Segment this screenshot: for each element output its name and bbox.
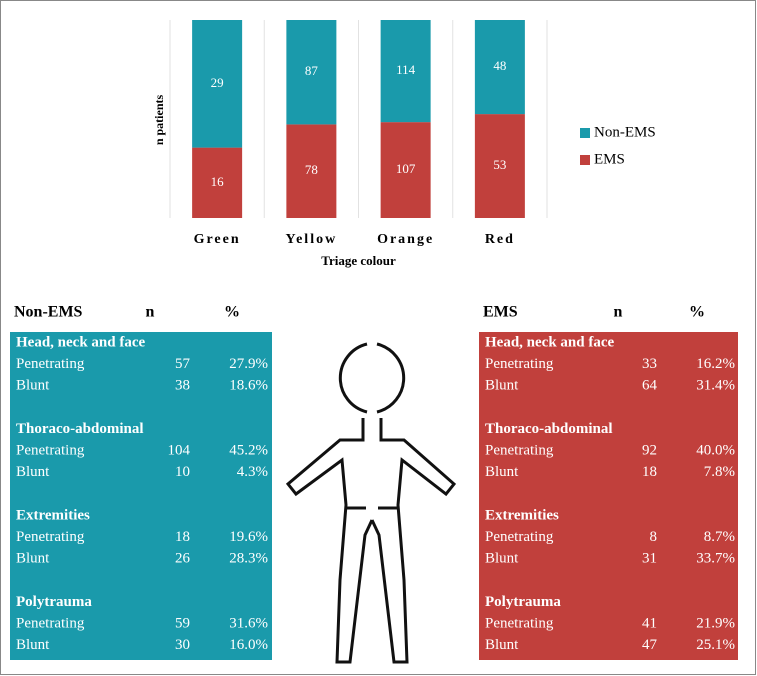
bar-segment — [380, 20, 431, 123]
table-block — [10, 332, 272, 660]
cell-pct: 40.0% — [696, 442, 735, 458]
bar-segment — [286, 124, 337, 218]
cell-pct: 25.1% — [696, 637, 735, 653]
group-header: Head, neck and face — [485, 334, 615, 350]
group-header: Thoraco-abdominal — [16, 421, 144, 437]
data-label: 53 — [493, 157, 506, 172]
row-label: Blunt — [485, 377, 519, 393]
cell-pct: 33.7% — [696, 550, 735, 566]
cell-n: 33 — [642, 356, 657, 372]
cell-n: 38 — [175, 377, 190, 393]
data-label: 29 — [211, 75, 224, 90]
table-title: EMS — [483, 304, 518, 321]
cell-n: 104 — [168, 442, 191, 458]
legend-swatch — [580, 128, 590, 138]
group-header: Extremities — [485, 507, 559, 523]
cell-n: 31 — [642, 550, 657, 566]
x-tick-label: Red — [485, 232, 515, 247]
head-left — [338, 342, 368, 414]
cell-n: 8 — [650, 529, 658, 545]
column-header: n — [146, 304, 155, 321]
cell-pct: 21.9% — [696, 615, 735, 631]
group-header: Polytrauma — [485, 594, 561, 610]
cell-pct: 16.0% — [229, 637, 268, 653]
cell-n: 59 — [175, 615, 190, 631]
cell-n: 30 — [175, 637, 190, 653]
row-label: Blunt — [16, 377, 50, 393]
head-right — [376, 342, 406, 414]
cell-pct: 8.7% — [704, 529, 735, 545]
cell-pct: 16.2% — [696, 356, 735, 372]
cell-n: 92 — [642, 442, 657, 458]
data-label: 107 — [396, 161, 416, 176]
row-label: Blunt — [485, 550, 519, 566]
x-tick-label: Green — [194, 232, 241, 247]
bar-segment — [192, 20, 243, 148]
cell-pct: 27.9% — [229, 356, 268, 372]
group-header: Head, neck and face — [16, 334, 146, 350]
cell-pct: 31.4% — [696, 377, 735, 393]
table-block — [479, 332, 738, 660]
x-tick-label: Yellow — [286, 232, 338, 247]
row-label: Penetrating — [16, 529, 85, 545]
row-label: Blunt — [16, 464, 50, 480]
cell-pct: 28.3% — [229, 550, 268, 566]
cell-pct: 7.8% — [704, 464, 735, 480]
column-header: n — [614, 304, 623, 321]
row-label: Penetrating — [485, 356, 554, 372]
cell-n: 47 — [642, 637, 658, 653]
group-header: Extremities — [16, 507, 90, 523]
data-label: 78 — [305, 162, 318, 177]
data-label: 87 — [305, 63, 319, 78]
cell-n: 64 — [642, 377, 658, 393]
x-axis-label: Triage colour — [321, 253, 396, 268]
column-header: % — [689, 304, 705, 321]
row-label: Penetrating — [485, 529, 554, 545]
cell-pct: 18.6% — [229, 377, 268, 393]
row-label: Penetrating — [485, 442, 554, 458]
data-label: 16 — [211, 174, 225, 189]
group-header: Polytrauma — [16, 594, 92, 610]
cell-n: 18 — [642, 464, 657, 480]
table-title: Non-EMS — [14, 304, 83, 321]
cell-n: 57 — [175, 356, 191, 372]
body-right — [370, 418, 457, 664]
cell-pct: 4.3% — [237, 464, 268, 480]
column-header: % — [224, 304, 240, 321]
row-label: Blunt — [16, 550, 50, 566]
group-header: Thoraco-abdominal — [485, 421, 613, 437]
cell-n: 18 — [175, 529, 190, 545]
bar-segment — [192, 147, 243, 218]
cell-pct: 45.2% — [229, 442, 268, 458]
legend-label: EMS — [594, 151, 625, 167]
legend-label: Non-EMS — [594, 124, 656, 140]
bar-segment — [380, 122, 431, 218]
bar-segment — [474, 114, 525, 218]
cell-n: 10 — [175, 464, 190, 480]
cell-pct: 19.6% — [229, 529, 268, 545]
cell-n: 41 — [642, 615, 657, 631]
y-axis-label: n patients — [152, 94, 166, 145]
row-label: Penetrating — [16, 615, 85, 631]
row-label: Blunt — [485, 464, 519, 480]
row-label: Penetrating — [485, 615, 554, 631]
bar-segment — [474, 20, 525, 115]
row-label: Penetrating — [16, 442, 85, 458]
data-label: 114 — [396, 62, 416, 77]
bar-segment — [286, 20, 337, 125]
cell-pct: 31.6% — [229, 615, 268, 631]
data-label: 48 — [493, 58, 506, 73]
legend-swatch — [580, 155, 590, 165]
row-label: Penetrating — [16, 356, 85, 372]
cell-n: 26 — [175, 550, 191, 566]
body-figure — [285, 342, 457, 664]
row-label: Blunt — [485, 637, 519, 653]
row-label: Blunt — [16, 637, 50, 653]
x-tick-label: Orange — [377, 232, 434, 247]
body-left — [285, 418, 374, 664]
